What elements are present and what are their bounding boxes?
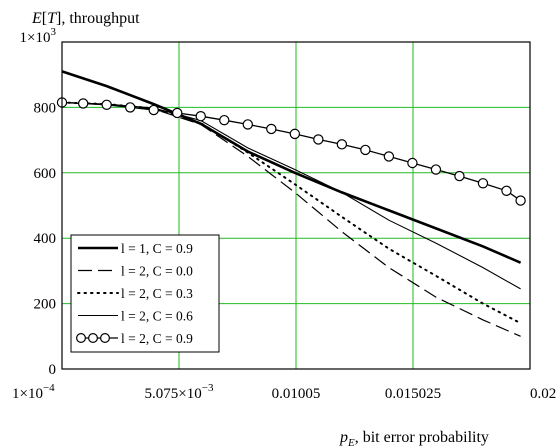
legend-label: l = 2, C = 0.9: [121, 331, 193, 346]
y-label-part-1: [: [42, 10, 47, 27]
x-tick-label: 1×10−4: [12, 382, 55, 402]
series-line-1: [61, 101, 521, 337]
legend: l = 1, C = 0.9 l = 2, C = 0.0 l = 2, C = 0…: [70, 234, 220, 353]
series-point: [515, 195, 526, 206]
series-point: [172, 107, 183, 119]
y-label-part-3: ], throughput: [56, 10, 140, 27]
series-point: [383, 151, 395, 162]
x-axis-label: pE, bit error probability: [339, 429, 489, 448]
series-point: [266, 123, 277, 135]
x-tick-label: 0.01005: [272, 386, 321, 402]
legend-label: l = 2, C = 0.3: [121, 286, 193, 301]
legend-label: l = 1, C = 0.9: [121, 241, 193, 256]
series-point: [148, 104, 159, 116]
series-point: [407, 157, 418, 169]
legend-box: [70, 234, 220, 353]
series-point: [477, 178, 489, 189]
series-line-0: [61, 70, 522, 264]
x-tick-label: 0.02: [530, 386, 556, 402]
series-point: [101, 99, 112, 110]
legend-label: l = 2, C = 0.0: [121, 264, 193, 279]
legend-marker: [99, 333, 110, 344]
series-point: [430, 164, 442, 175]
x-label-part-0: p: [339, 429, 348, 446]
series-point: [360, 144, 371, 156]
y-tick-label: 400: [34, 231, 57, 247]
x-tick-base: 0.02: [530, 386, 556, 402]
series-layer: [56, 70, 526, 337]
x-axis-ticks: 1×10−4 5.075×10−3 0.01005 0.015025 0.02: [12, 382, 556, 402]
series-point: [501, 185, 512, 196]
x-label-part-1: E: [347, 437, 355, 448]
series-line-2: [61, 101, 522, 325]
series-point: [242, 119, 253, 130]
x-tick-base: 0.015025: [385, 386, 441, 402]
legend-marker: [75, 333, 86, 344]
series-point: [125, 102, 136, 113]
plot-frame: [61, 41, 531, 370]
legend-marker: [87, 333, 98, 344]
y-tick-label: 200: [34, 297, 57, 313]
x-tick-label: 0.015025: [385, 386, 441, 402]
series-point: [289, 128, 301, 140]
y-tick-base: 1×10: [20, 30, 51, 46]
x-tick-base: 5.075×10: [145, 386, 202, 402]
y-tick-label: 0: [49, 362, 57, 378]
y-tick-exponent: 3: [51, 26, 57, 38]
y-tick-label: 800: [34, 100, 57, 116]
series-point: [77, 98, 89, 109]
series-line-4: [61, 101, 521, 202]
series-point: [195, 111, 206, 122]
y-axis-ticks: 0 200 400 600 800 1×103: [20, 26, 57, 378]
series-line-3: [61, 101, 521, 290]
x-tick-base: 1×10: [12, 386, 43, 402]
series-point: [219, 114, 230, 126]
y-axis-label: E[T], throughput: [31, 10, 140, 27]
legend-label: l = 2, C = 0.6: [121, 309, 193, 324]
x-label-part-2: , bit error probability: [355, 429, 489, 446]
series-point: [336, 139, 348, 150]
x-tick-base: 0.01005: [272, 386, 321, 402]
x-tick-exponent: −3: [202, 382, 214, 394]
series-point: [454, 170, 465, 182]
x-tick-exponent: −4: [43, 382, 55, 394]
y-tick-label: 600: [34, 166, 57, 182]
y-tick-label: 1×103: [20, 26, 57, 46]
y-label-part-0: E: [31, 10, 42, 27]
y-label-part-2: T: [47, 10, 57, 27]
series-point: [313, 134, 324, 145]
x-tick-label: 5.075×10−3: [145, 382, 214, 402]
